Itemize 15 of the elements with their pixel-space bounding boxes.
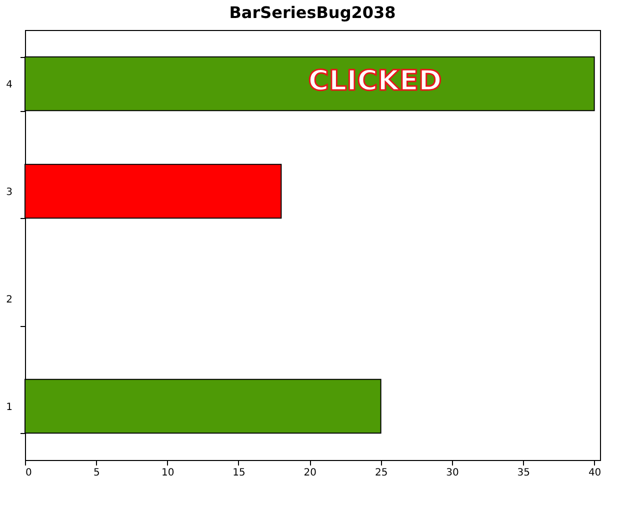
y-tick-label: 2 [6, 294, 12, 306]
x-tick-label: 5 [93, 468, 100, 478]
x-tick-label: 25 [374, 468, 388, 478]
y-tick-label: 4 [6, 79, 12, 90]
x-tick-label: 10 [161, 468, 174, 478]
x-tick-label: 0 [26, 468, 32, 478]
x-tick-label: 30 [446, 468, 459, 478]
annotation: CLICKED [308, 64, 442, 97]
x-tick-label: 20 [304, 468, 317, 478]
y-tick-label: 1 [6, 402, 12, 413]
x-tick-label: 15 [232, 468, 246, 478]
x-tick-label: 40 [588, 468, 602, 478]
y-tick-label: 3 [6, 186, 12, 198]
chart-title: BarSeriesBug2038 [229, 3, 396, 22]
x-tick-label: 35 [517, 468, 530, 478]
